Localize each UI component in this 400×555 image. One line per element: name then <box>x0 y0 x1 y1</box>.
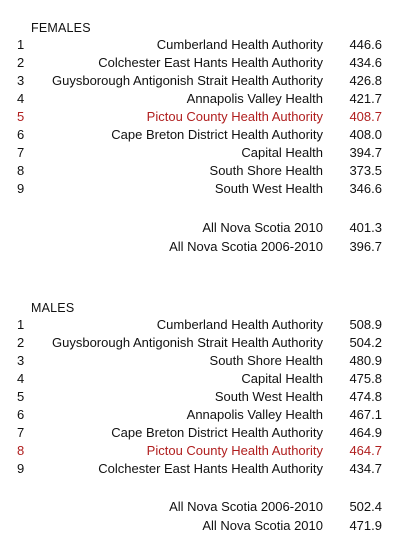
female-row: 6 Cape Breton District Health Authority … <box>0 126 400 144</box>
male-row: 5 South West Health 474.8 <box>0 388 400 406</box>
male-row: 9 Colchester East Hants Health Authority… <box>0 460 400 478</box>
authority-name: Guysborough Antigonish Strait Health Aut… <box>52 73 323 88</box>
authority-name: South West Health <box>214 181 323 196</box>
rate-value: 508.9 <box>349 317 382 332</box>
authority-name: Capital Health <box>241 145 323 160</box>
rank-number: 3 <box>17 353 25 368</box>
authority-name: South Shore Health <box>209 353 323 368</box>
authority-name: Cumberland Health Authority <box>156 37 323 52</box>
female-row-highlighted: 5 Pictou County Health Authority 408.7 <box>0 108 400 126</box>
rank-number: 9 <box>17 181 25 196</box>
rate-value: 480.9 <box>349 353 382 368</box>
rate-value: 408.7 <box>349 109 382 124</box>
authority-name: Capital Health <box>241 371 323 386</box>
total-label: All Nova Scotia 2010 <box>202 518 323 533</box>
total-value: 396.7 <box>349 239 382 254</box>
authority-name: South Shore Health <box>209 163 323 178</box>
rank-number: 2 <box>17 335 25 350</box>
rate-value: 373.5 <box>349 163 382 178</box>
total-label: All Nova Scotia 2010 <box>202 220 323 235</box>
males-title: MALES <box>31 301 75 315</box>
total-value: 401.3 <box>349 220 382 235</box>
rate-value: 474.8 <box>349 389 382 404</box>
authority-name: Cape Breton District Health Authority <box>111 425 323 440</box>
rank-number: 3 <box>17 73 25 88</box>
rate-value: 408.0 <box>349 127 382 142</box>
authority-name: Cumberland Health Authority <box>156 317 323 332</box>
male-row: 3 South Shore Health 480.9 <box>0 352 400 370</box>
total-label: All Nova Scotia 2006-2010 <box>169 499 323 514</box>
rate-value: 394.7 <box>349 145 382 160</box>
authority-name: Pictou County Health Authority <box>146 443 323 458</box>
rate-value: 504.2 <box>349 335 382 350</box>
female-row: 3 Guysborough Antigonish Strait Health A… <box>0 72 400 90</box>
rate-value: 467.1 <box>349 407 382 422</box>
rank-number: 8 <box>17 443 25 458</box>
rate-value: 346.6 <box>349 181 382 196</box>
authority-name: Cape Breton District Health Authority <box>111 127 323 142</box>
rate-value: 475.8 <box>349 371 382 386</box>
male-row: 4 Capital Health 475.8 <box>0 370 400 388</box>
rate-value: 421.7 <box>349 91 382 106</box>
rank-number: 5 <box>17 109 25 124</box>
authority-name: South West Health <box>214 389 323 404</box>
rate-value: 464.9 <box>349 425 382 440</box>
total-value: 471.9 <box>349 518 382 533</box>
male-row: 2 Guysborough Antigonish Strait Health A… <box>0 334 400 352</box>
female-row: 4 Annapolis Valley Health 421.7 <box>0 90 400 108</box>
authority-name: Colchester East Hants Health Authority <box>98 461 323 476</box>
rank-number: 8 <box>17 163 25 178</box>
male-row-highlighted: 8 Pictou County Health Authority 464.7 <box>0 442 400 460</box>
male-row: 7 Cape Breton District Health Authority … <box>0 424 400 442</box>
rank-number: 7 <box>17 145 25 160</box>
total-value: 502.4 <box>349 499 382 514</box>
male-total-row: All Nova Scotia 2010 471.9 <box>0 517 400 535</box>
rank-number: 6 <box>17 407 25 422</box>
rate-value: 464.7 <box>349 443 382 458</box>
females-title: FEMALES <box>31 21 91 35</box>
total-label: All Nova Scotia 2006-2010 <box>169 239 323 254</box>
rank-number: 6 <box>17 127 25 142</box>
authority-name: Annapolis Valley Health <box>186 91 323 106</box>
male-total-row: All Nova Scotia 2006-2010 502.4 <box>0 498 400 516</box>
rank-number: 9 <box>17 461 25 476</box>
rate-value: 426.8 <box>349 73 382 88</box>
rank-number: 4 <box>17 91 25 106</box>
male-row: 6 Annapolis Valley Health 467.1 <box>0 406 400 424</box>
authority-name: Pictou County Health Authority <box>146 109 323 124</box>
rate-value: 434.6 <box>349 55 382 70</box>
rank-number: 1 <box>17 317 25 332</box>
female-total-row: All Nova Scotia 2006-2010 396.7 <box>0 238 400 256</box>
female-total-row: All Nova Scotia 2010 401.3 <box>0 219 400 237</box>
authority-name: Colchester East Hants Health Authority <box>98 55 323 70</box>
rate-value: 446.6 <box>349 37 382 52</box>
rank-number: 1 <box>17 37 25 52</box>
female-row: 2 Colchester East Hants Health Authority… <box>0 54 400 72</box>
female-row: 9 South West Health 346.6 <box>0 180 400 198</box>
rate-value: 434.7 <box>349 461 382 476</box>
rank-number: 4 <box>17 371 25 386</box>
rank-number: 5 <box>17 389 25 404</box>
rank-number: 2 <box>17 55 25 70</box>
authority-name: Guysborough Antigonish Strait Health Aut… <box>52 335 323 350</box>
female-row: 1 Cumberland Health Authority 446.6 <box>0 36 400 54</box>
authority-name: Annapolis Valley Health <box>186 407 323 422</box>
rank-number: 7 <box>17 425 25 440</box>
female-row: 7 Capital Health 394.7 <box>0 144 400 162</box>
male-row: 1 Cumberland Health Authority 508.9 <box>0 316 400 334</box>
female-row: 8 South Shore Health 373.5 <box>0 162 400 180</box>
